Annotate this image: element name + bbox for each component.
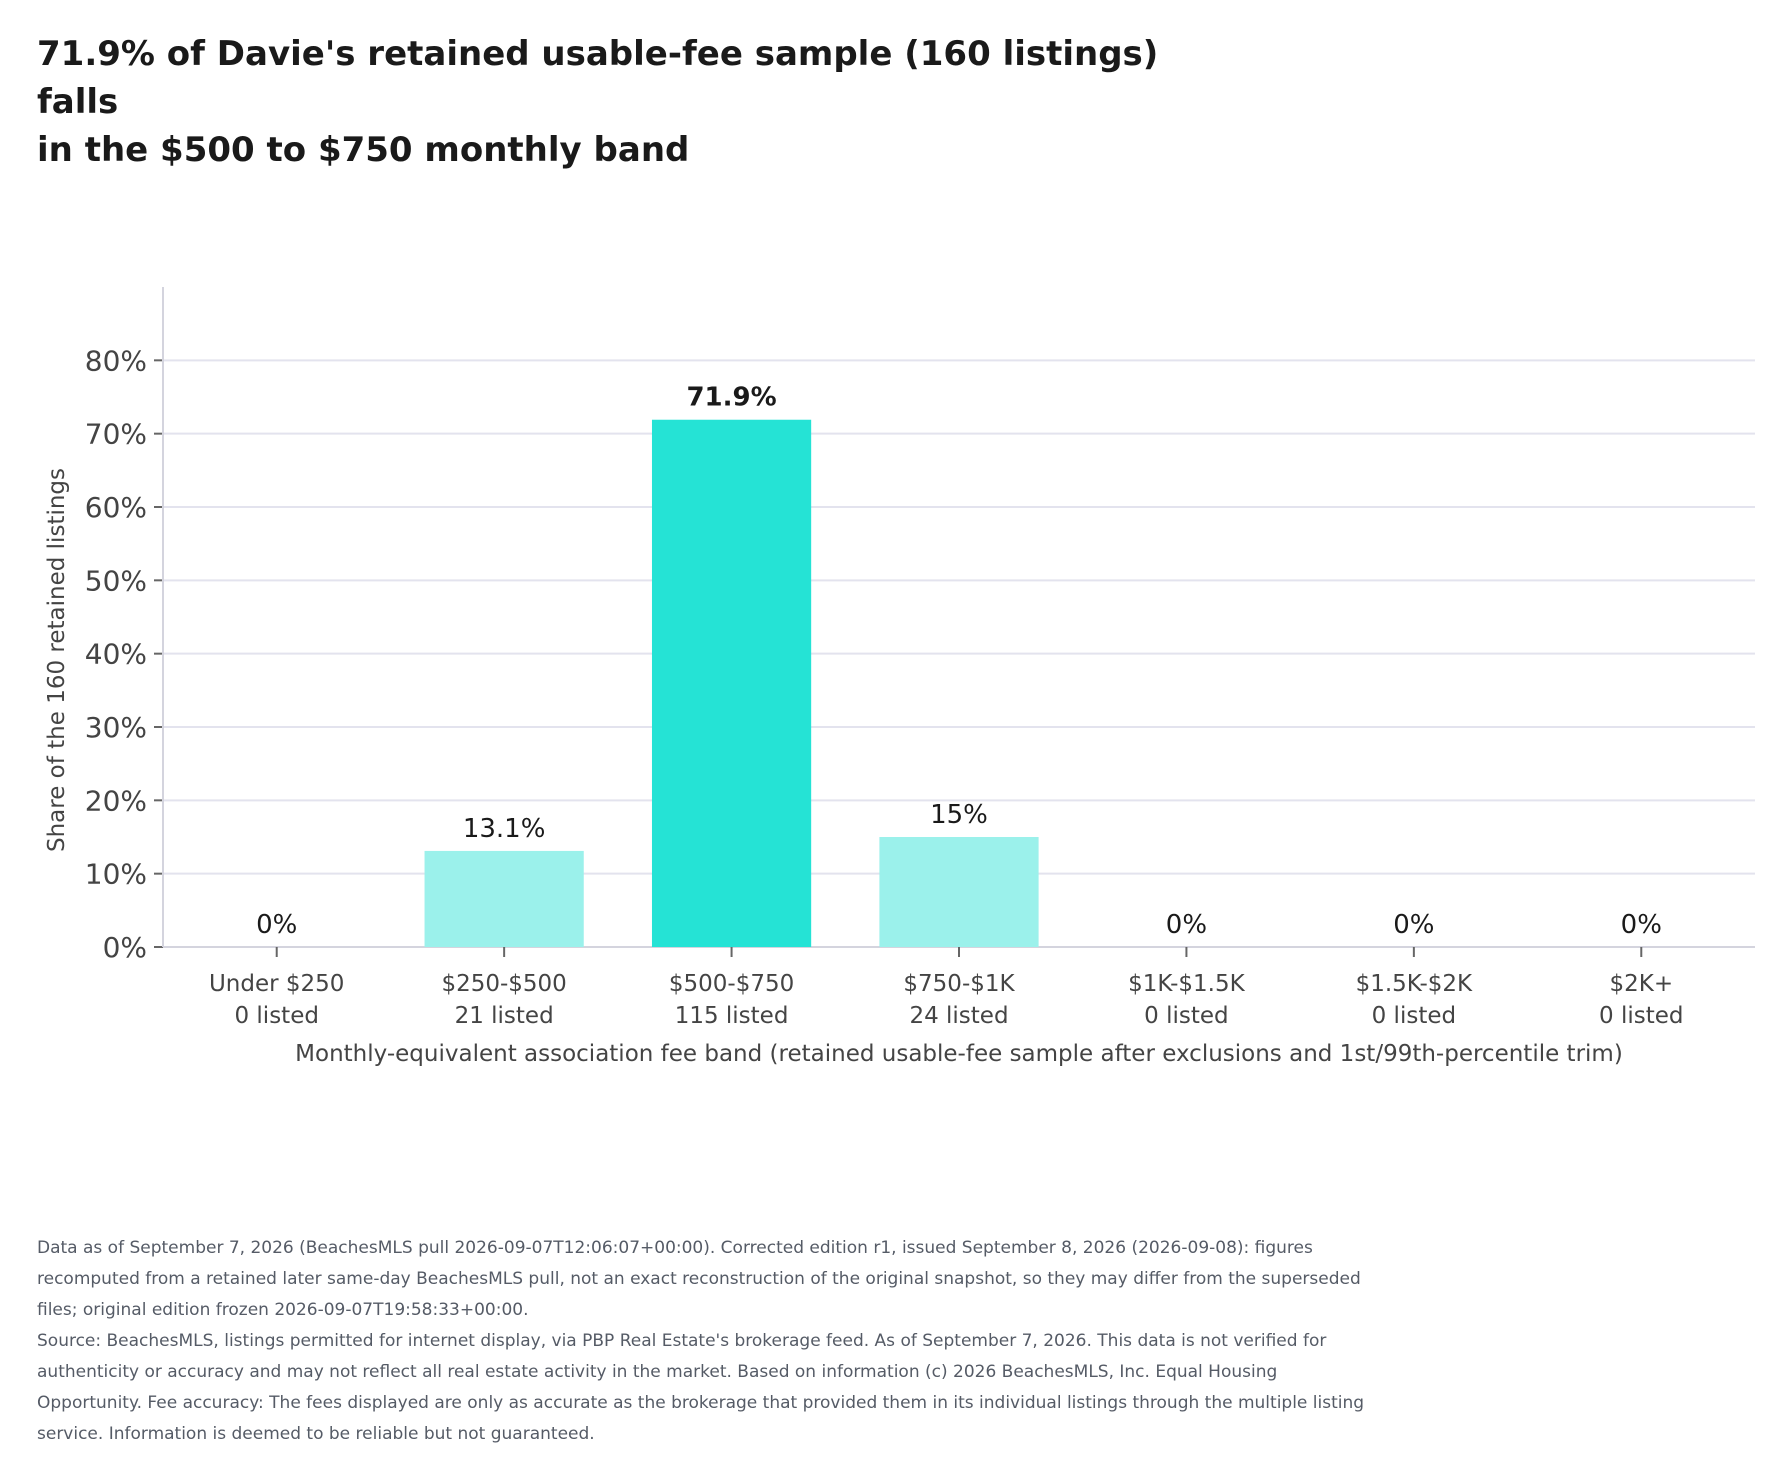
x-tick-count: 24 listed [909,1003,1008,1029]
x-tick-label: $1.5K-$2K [1356,971,1473,997]
y-tick-label: 20% [85,784,147,817]
x-tick-label: Under $250 [209,971,344,997]
data-label: 0% [256,910,297,940]
y-tick-label: 10% [85,858,147,891]
y-axis-label: Share of the 160 retained listings [44,468,70,852]
x-tick-label: $500-$750 [669,971,794,997]
data-label: 0% [1621,910,1662,940]
data-label: 71.9% [686,383,776,413]
x-tick-count: 115 listed [675,1003,789,1029]
x-tick-label: $1K-$1.5K [1128,971,1245,997]
x-tick-count: 0 listed [1599,1003,1683,1029]
y-tick-label: 70% [85,418,147,451]
x-tick-count: 0 listed [1144,1003,1228,1029]
data-label: 0% [1166,910,1207,940]
y-tick-label: 40% [85,638,147,671]
data-label: 13.1% [463,814,546,844]
bar [651,419,812,947]
x-tick-count: 0 listed [1372,1003,1456,1029]
x-tick-count: 21 listed [455,1003,554,1029]
x-tick-count: 0 listed [234,1003,318,1029]
chart-title: 71.9% of Davie's retained usable-fee sam… [37,30,1237,174]
source-note: Source: BeachesMLS, listings permitted f… [37,1331,1365,1444]
y-tick-label: 50% [85,564,147,597]
data-label: 0% [1393,910,1434,940]
data-note: Data as of September 7, 2026 (BeachesMLS… [37,1238,1361,1320]
y-tick-label: 80% [85,344,147,377]
x-axis-label: Monthly-equivalent association fee band … [295,1041,1623,1067]
chart-footer: Data as of September 7, 2026 (BeachesMLS… [37,1233,1387,1450]
chart-title-line-2: in the $500 to $750 monthly band [37,130,690,170]
x-tick-label: $750-$1K [903,971,1015,997]
y-tick-label: 30% [85,711,147,744]
y-tick-label: 0% [103,931,147,964]
bar [424,850,584,947]
y-tick-label: 60% [85,491,147,524]
x-tick-label: $250-$500 [441,971,566,997]
bar [879,837,1039,947]
chart-title-line-1: 71.9% of Davie's retained usable-fee sam… [37,34,1159,122]
x-tick-label: $2K+ [1609,971,1673,997]
data-label: 15% [930,800,988,830]
bar-chart: 0% 10% 20% 30% 40% 50% 60% 70% 80% 0% Under $250 0 … [44,287,1755,1067]
